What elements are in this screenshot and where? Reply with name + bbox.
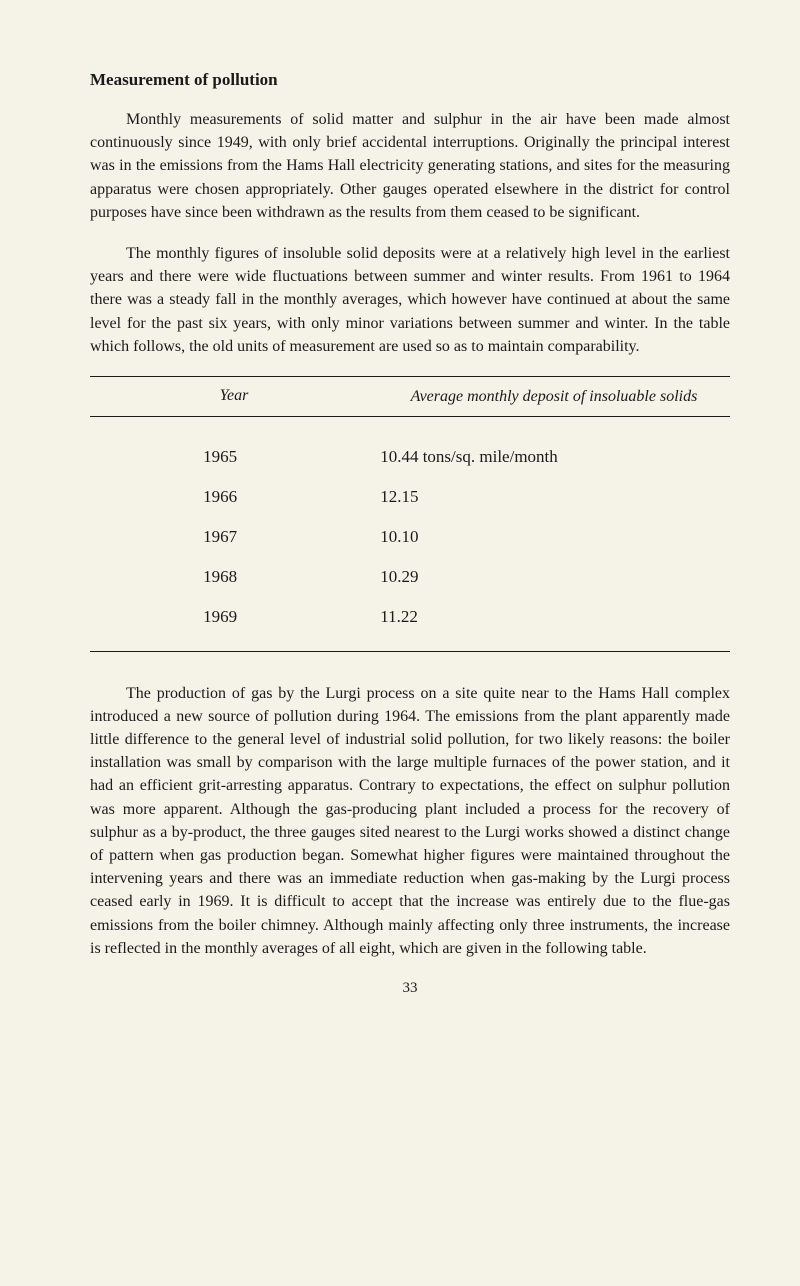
paragraph-3: The production of gas by the Lurgi proce… xyxy=(90,682,730,960)
table-row: 1969 11.22 xyxy=(90,597,730,637)
section-title: Measurement of pollution xyxy=(90,70,730,90)
table-cell-year: 1969 xyxy=(90,607,310,627)
table-cell-year: 1966 xyxy=(90,487,310,507)
table-cell-year: 1965 xyxy=(90,447,310,467)
table-header-year: Year xyxy=(90,387,378,408)
table-cell-value: 12.15 xyxy=(310,487,730,507)
document-page: Measurement of pollution Monthly measure… xyxy=(0,0,800,1037)
table-body: 1965 10.44 tons/sq. mile/month 1966 12.1… xyxy=(90,417,730,651)
table-row: 1965 10.44 tons/sq. mile/month xyxy=(90,437,730,477)
table-row: 1968 10.29 xyxy=(90,557,730,597)
table-header-value: Average monthly deposit of insoluable so… xyxy=(378,387,730,408)
table-cell-value: 10.44 tons/sq. mile/month xyxy=(310,447,730,467)
data-table: Year Average monthly deposit of insoluab… xyxy=(90,376,730,652)
table-cell-value: 11.22 xyxy=(310,607,730,627)
paragraph-2: The monthly figures of insoluble solid d… xyxy=(90,242,730,358)
table-cell-value: 10.10 xyxy=(310,527,730,547)
table-row: 1967 10.10 xyxy=(90,517,730,557)
page-number: 33 xyxy=(90,980,730,997)
paragraph-1: Monthly measurements of solid matter and… xyxy=(90,108,730,224)
table-header-row: Year Average monthly deposit of insoluab… xyxy=(90,377,730,416)
table-rule-bottom xyxy=(90,651,730,652)
table-cell-value: 10.29 xyxy=(310,567,730,587)
table-cell-year: 1968 xyxy=(90,567,310,587)
table-row: 1966 12.15 xyxy=(90,477,730,517)
table-cell-year: 1967 xyxy=(90,527,310,547)
